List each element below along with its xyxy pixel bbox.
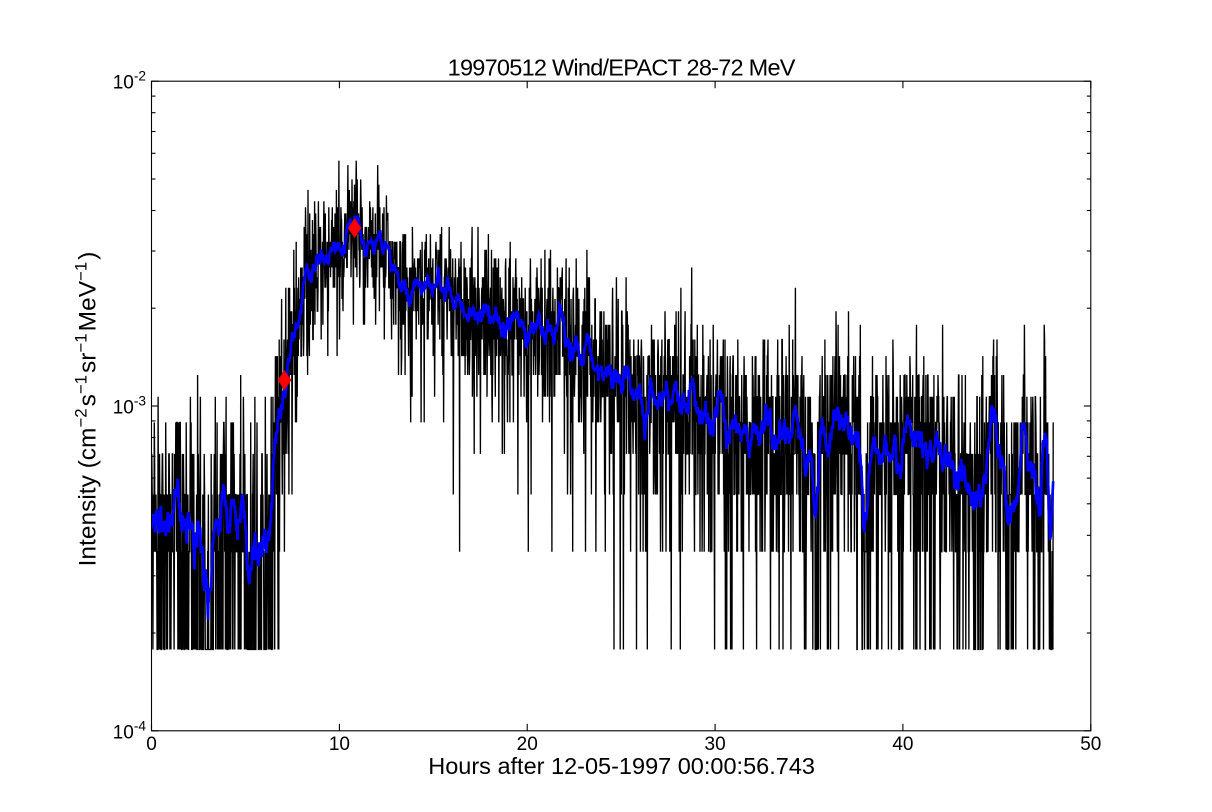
svg-text:19970512 Wind/EPACT 28-72 MeV: 19970512 Wind/EPACT 28-72 MeV: [448, 55, 796, 81]
svg-text:10-3: 10-3: [113, 394, 147, 419]
svg-text:Hours after 12-05-1997 00:00:5: Hours after 12-05-1997 00:00:56.743: [428, 753, 815, 779]
svg-text:10-2: 10-2: [113, 69, 146, 94]
svg-text:Intensity (cm−2 s−1 sr−1 MeV−1: Intensity (cm−2 s−1 sr−1 MeV−1 ): [72, 252, 102, 567]
svg-text:30: 30: [705, 734, 726, 755]
svg-text:0: 0: [146, 734, 157, 755]
svg-text:40: 40: [892, 734, 913, 755]
svg-text:10: 10: [329, 734, 350, 755]
svg-text:20: 20: [517, 734, 538, 755]
svg-text:50: 50: [1080, 734, 1101, 755]
